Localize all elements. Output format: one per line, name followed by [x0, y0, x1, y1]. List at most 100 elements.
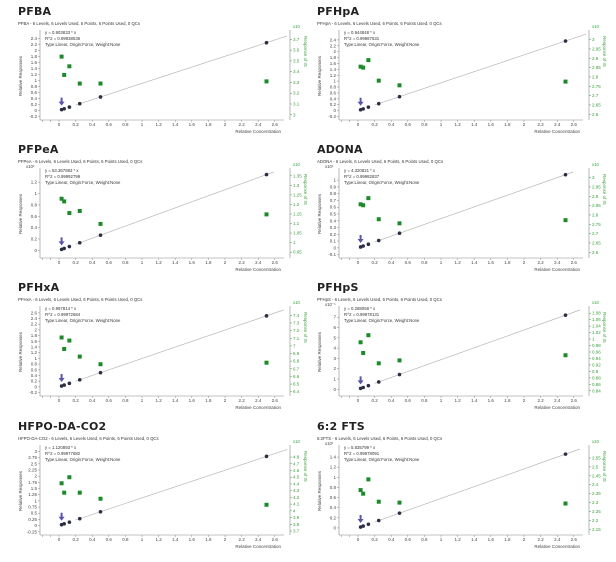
- is-response-marker: [98, 81, 103, 86]
- y2-tick-label: 3.3: [293, 80, 300, 85]
- calibration-point: [67, 520, 72, 524]
- fit-type: Type:Linear, Origin:Force, Weight:None: [45, 457, 121, 462]
- is-response-marker: [361, 65, 366, 70]
- y-axis-label: Relative Responses: [18, 55, 23, 96]
- y2-exponent: x10: [293, 162, 301, 167]
- x-tick-label: 0.4: [388, 260, 395, 265]
- calibration-point: [361, 107, 365, 111]
- y2-tick-label: 4.7: [293, 461, 300, 466]
- x-tick-label: 0.6: [405, 398, 412, 403]
- x-tick-label: 1.8: [205, 122, 212, 127]
- y2-tick-label: 3.1: [293, 102, 300, 107]
- x-tick-label: 1.4: [172, 398, 179, 403]
- fit-r-squared: R^2 = 0.99982837: [344, 174, 380, 179]
- x-tick-label: 2.6: [571, 122, 578, 127]
- calibration-point: [67, 244, 72, 249]
- x-tick-label: 0.8: [122, 260, 129, 265]
- y2-tick-label: 1.05: [293, 231, 302, 236]
- y2-exponent: x10: [592, 162, 600, 167]
- is-response-marker: [62, 72, 67, 77]
- fit-equation: y = 0.288058 * x: [344, 306, 376, 311]
- chart-subtitle: PFBA - 6 Levels, 6 Levels Used, 6 Points…: [18, 21, 140, 26]
- is-response-marker: [366, 477, 371, 482]
- is-response-marker: [62, 346, 67, 351]
- y-tick-label: 2.5: [31, 461, 38, 466]
- x-tick-label: 0: [58, 537, 61, 542]
- y2-tick-label: 3.8: [293, 522, 300, 527]
- y-tick-label: 0: [34, 384, 37, 389]
- y-tick-label: 2: [333, 366, 336, 371]
- y-axis-label: Relative Responses: [317, 193, 322, 234]
- x-tick-label: 0.2: [72, 398, 79, 403]
- x-tick-label: 2.2: [238, 260, 245, 265]
- is-response-marker: [77, 490, 82, 495]
- calibration-point: [366, 242, 371, 247]
- calibration-point: [67, 381, 72, 386]
- y2-tick-label: 3: [592, 37, 595, 42]
- y2-tick-label: 6.5: [293, 382, 300, 387]
- chart-subtitle: PFHpA - 6 Levels, 6 Levels Used, 6 Point…: [317, 21, 442, 26]
- x-tick-label: 0.6: [106, 398, 113, 403]
- y-tick-label: 1: [34, 356, 37, 361]
- y2-tick-label: 3.7: [293, 528, 300, 533]
- fit-r-squared: R^2 = 0.99938536: [45, 36, 81, 41]
- y-tick-label: 1.75: [28, 480, 37, 485]
- y-tick-label: 0.6: [330, 90, 337, 95]
- fit-r-squared: R^2 = 0.99978131: [344, 312, 380, 317]
- x-tick-label: 1: [440, 537, 443, 542]
- x-tick-label: 0.8: [421, 398, 428, 403]
- x-axis-label: Relative Concentration: [534, 129, 580, 134]
- fit-equation: y = 0.903833 * x: [45, 30, 77, 35]
- x-tick-label: 1.4: [471, 537, 478, 542]
- is-response-marker: [376, 499, 381, 504]
- y2-tick-label: 1.2: [293, 202, 300, 207]
- fit-type: Type:Linear, Origin:Force, Weight:None: [45, 42, 121, 47]
- y-tick-label: 2.2: [330, 43, 337, 48]
- y2-axis-label: Response of IS: [303, 36, 308, 67]
- y-tick-label: 5: [333, 335, 336, 340]
- calibration-panel: PFBA PFBA - 6 Levels, 6 Levels Used, 6 Po…: [0, 0, 310, 140]
- fit-r-squared: R^2 = 0.99987631: [344, 36, 380, 41]
- calibration-point: [397, 372, 402, 377]
- x-tick-label: 2.2: [238, 122, 245, 127]
- is-response-marker: [397, 221, 402, 226]
- x-tick-label: 2: [224, 398, 227, 403]
- y-tick-label: 0.6: [31, 214, 38, 219]
- is-response-marker: [376, 361, 381, 366]
- y-tick-label: 0.6: [31, 90, 38, 95]
- calibration-point: [397, 511, 402, 515]
- fit-r-squared: R^2 = 0.99972684: [45, 312, 81, 317]
- x-axis-label: Relative Concentration: [235, 129, 281, 134]
- y-tick-label: 4: [333, 346, 336, 351]
- x-tick-label: 1.8: [504, 398, 511, 403]
- chart-subtitle: PFHpS - 6 Levels, 6 Levels Used, 6 Point…: [317, 297, 442, 302]
- y2-tick-label: 2.15: [592, 527, 601, 532]
- x-axis-label: Relative Concentration: [534, 405, 580, 410]
- x-tick-label: 1.2: [155, 260, 162, 265]
- calibration-chart: ADONA - 6 Levels, 6 Levels Used, 6 Point…: [317, 159, 607, 272]
- y2-tick-label: 2.7: [592, 93, 599, 98]
- y-tick-label: 0: [333, 387, 336, 392]
- calibration-chart: PFHxA - 6 Levels, 6 Levels Used, 6 Point…: [18, 297, 308, 410]
- x-tick-label: 2.2: [238, 398, 245, 403]
- y-tick-label: 1.4: [31, 66, 38, 71]
- is-response-marker: [59, 481, 64, 486]
- x-tick-label: 0.4: [89, 260, 96, 265]
- fit-type: Type:Linear, Origin:Force, Weight:None: [45, 318, 121, 323]
- y2-tick-label: 2.75: [592, 84, 601, 89]
- y2-tick-label: 1.06: [592, 317, 601, 322]
- x-tick-label: 0.4: [89, 537, 96, 542]
- y-tick-label: 1: [34, 498, 37, 503]
- x-tick-label: 1.2: [454, 260, 461, 265]
- y-tick-label: 0: [34, 523, 37, 528]
- y2-tick-label: 1.04: [592, 324, 601, 329]
- y-tick-label: 1: [34, 191, 37, 196]
- is-response-marker: [77, 208, 82, 213]
- calibration-point: [563, 172, 568, 177]
- y-tick-label: 0: [333, 525, 336, 530]
- y-tick-label: 3: [34, 449, 37, 454]
- y2-axis-label: Response of IS: [303, 312, 308, 343]
- x-tick-label: 1.6: [488, 537, 495, 542]
- y2-tick-label: 0.96: [592, 350, 601, 355]
- is-response-marker: [264, 212, 269, 217]
